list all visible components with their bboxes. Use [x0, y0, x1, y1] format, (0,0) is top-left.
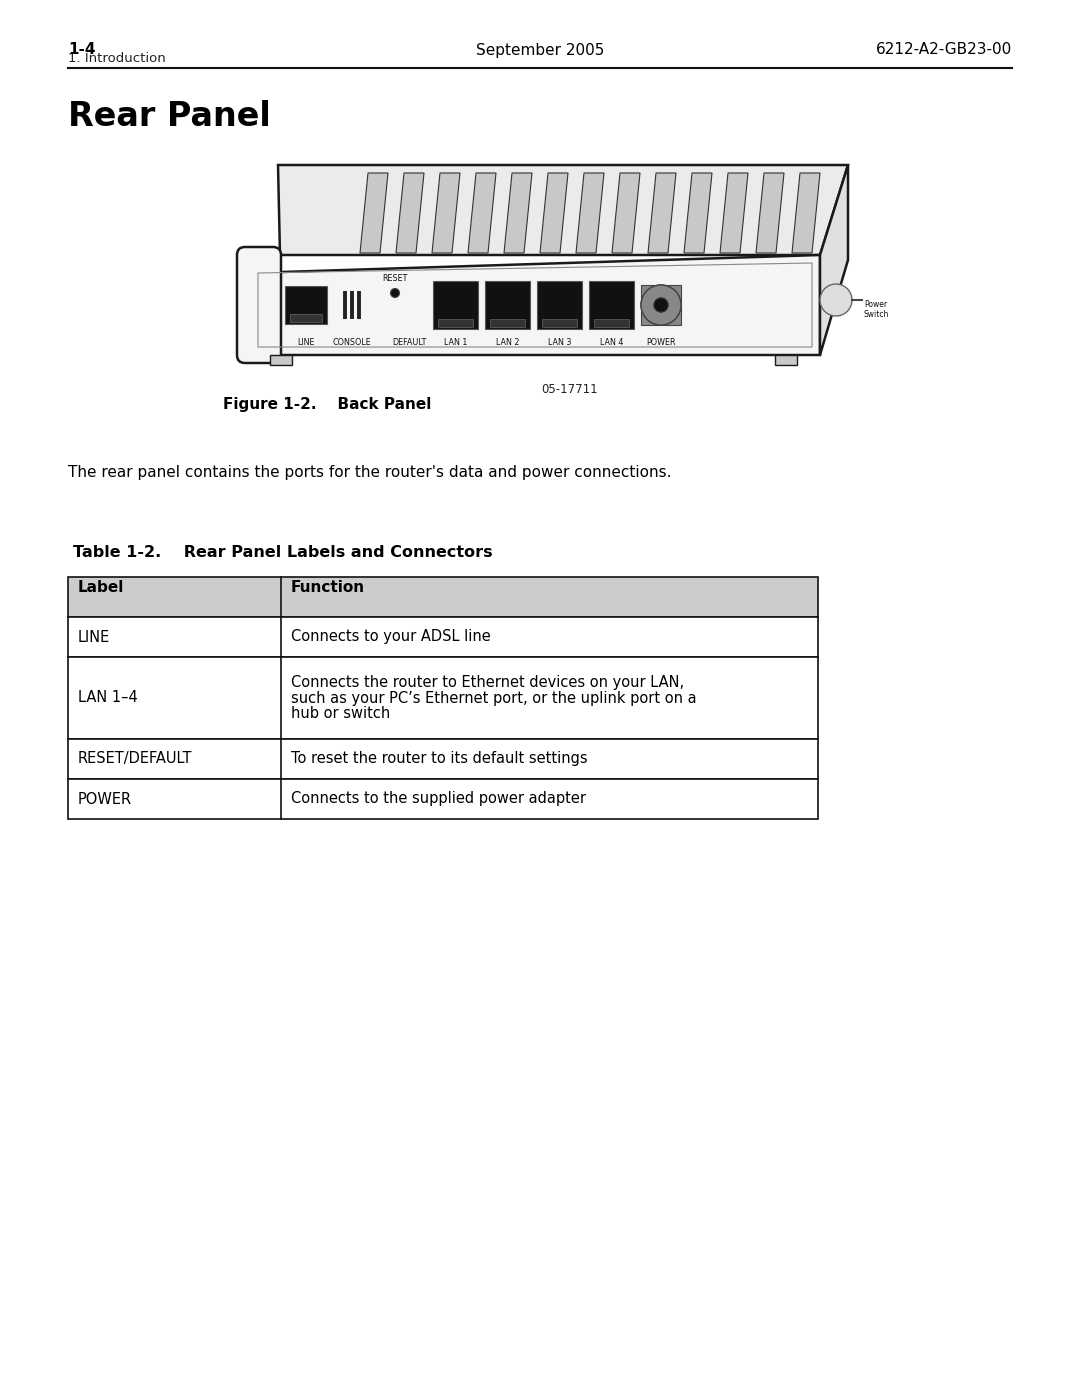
Circle shape [654, 298, 669, 312]
Polygon shape [684, 173, 712, 253]
Text: LAN 4: LAN 4 [599, 338, 623, 347]
Text: LAN 1–4: LAN 1–4 [78, 691, 138, 706]
Bar [291, 315, 322, 322]
Bar [589, 281, 634, 329]
Polygon shape [612, 173, 640, 253]
Text: RESET/DEFAULT: RESET/DEFAULT [78, 752, 192, 766]
Polygon shape [820, 165, 848, 355]
Polygon shape [648, 173, 676, 253]
Bar [433, 281, 478, 329]
Text: 1. Introduction: 1. Introduction [68, 52, 165, 64]
Polygon shape [249, 254, 820, 355]
Bar [542, 319, 577, 327]
Text: RESET: RESET [382, 274, 407, 282]
Bar [594, 319, 629, 327]
Text: To reset the router to its default settings: To reset the router to its default setti… [291, 752, 588, 766]
Polygon shape [432, 173, 460, 253]
Bar [285, 287, 327, 324]
Text: LAN 2: LAN 2 [496, 338, 519, 347]
Bar [775, 355, 797, 365]
Text: such as your PC’s Ethernet port, or the uplink port on a: such as your PC’s Ethernet port, or the … [291, 691, 697, 706]
Polygon shape [756, 173, 784, 253]
Text: Connects to the supplied power adapter: Connects to the supplied power adapter [291, 791, 586, 807]
Bar [68, 779, 818, 819]
Text: Power
Switch: Power Switch [864, 301, 889, 319]
Text: DEFAULT: DEFAULT [392, 338, 427, 347]
Text: Rear Panel: Rear Panel [68, 101, 271, 133]
Polygon shape [396, 173, 424, 253]
Text: LINE: LINE [78, 629, 110, 644]
Bar [438, 319, 473, 327]
Polygon shape [278, 165, 848, 254]
Polygon shape [468, 173, 496, 253]
Text: The rear panel contains the ports for the router's data and power connections.: The rear panel contains the ports for th… [68, 466, 672, 480]
Text: 1-4: 1-4 [68, 42, 95, 57]
Bar [270, 355, 292, 365]
Bar [490, 319, 525, 327]
Circle shape [654, 298, 669, 312]
Text: CONSOLE: CONSOLE [333, 338, 372, 347]
Text: LAN 1: LAN 1 [444, 338, 468, 347]
Polygon shape [504, 173, 532, 253]
Circle shape [391, 288, 400, 298]
Text: Function: Function [291, 580, 365, 596]
Text: LINE: LINE [297, 338, 314, 347]
Polygon shape [792, 173, 820, 253]
Bar [68, 740, 818, 779]
Text: September 2005: September 2005 [476, 42, 604, 57]
Text: Label: Label [78, 580, 124, 596]
Text: 6212-A2-GB23-00: 6212-A2-GB23-00 [876, 42, 1012, 57]
Text: POWER: POWER [78, 791, 132, 807]
Polygon shape [360, 173, 388, 253]
Text: POWER: POWER [646, 338, 676, 347]
Circle shape [642, 285, 681, 324]
Text: Table 1-2.    Rear Panel Labels and Connectors: Table 1-2. Rear Panel Labels and Connect… [73, 545, 492, 561]
Polygon shape [720, 173, 748, 253]
Bar [68, 617, 818, 657]
Text: 05-17711: 05-17711 [542, 383, 598, 396]
Text: Figure 1-2.    Back Panel: Figure 1-2. Back Panel [222, 397, 431, 412]
FancyBboxPatch shape [237, 247, 281, 363]
Text: Connects the router to Ethernet devices on your LAN,: Connects the router to Ethernet devices … [291, 674, 684, 689]
Text: Connects to your ADSL line: Connects to your ADSL line [291, 629, 490, 644]
Text: hub or switch: hub or switch [291, 706, 390, 721]
Text: LAN 3: LAN 3 [548, 338, 571, 347]
Circle shape [642, 285, 681, 324]
Polygon shape [540, 173, 568, 253]
Bar [68, 657, 818, 740]
Polygon shape [576, 173, 604, 253]
Circle shape [820, 284, 852, 316]
Bar [642, 285, 681, 324]
Bar [485, 281, 530, 329]
Bar [68, 577, 818, 617]
Bar [537, 281, 582, 329]
